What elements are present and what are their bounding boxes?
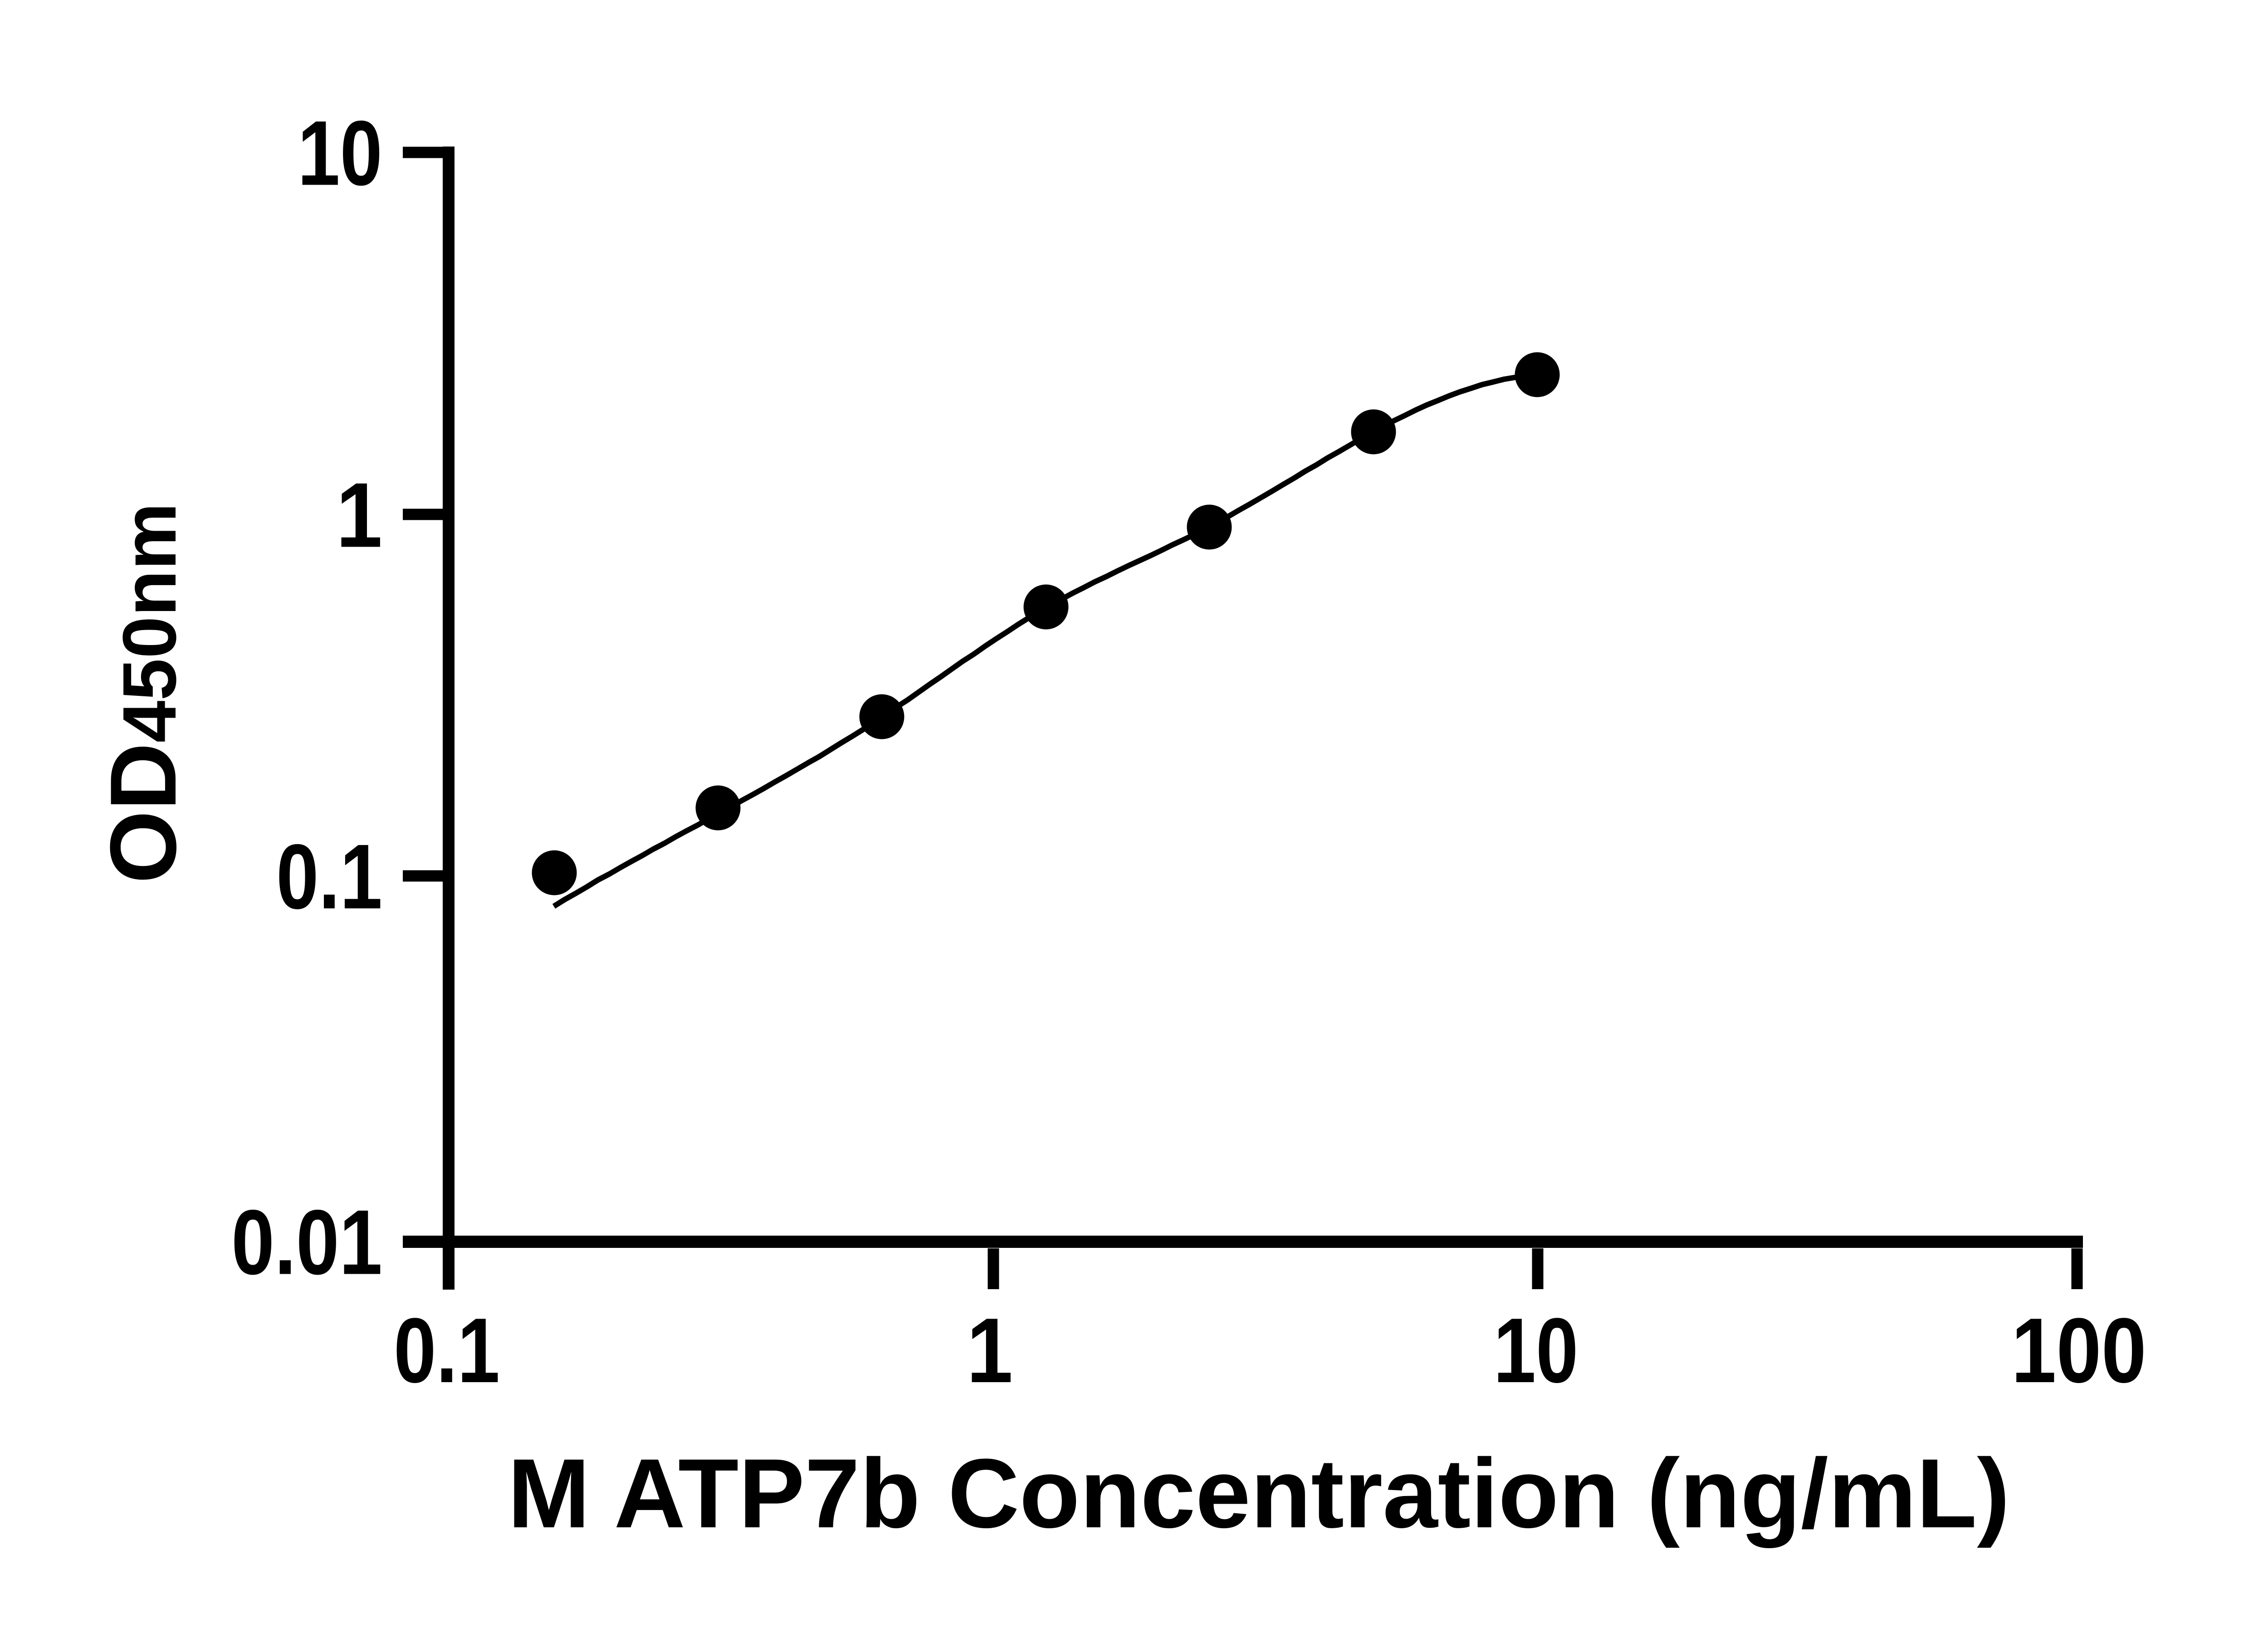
svg-text:0.1: 0.1	[394, 1299, 500, 1402]
svg-text:10: 10	[298, 102, 382, 205]
svg-text:1: 1	[336, 464, 382, 567]
svg-text:OD450nm: OD450nm	[91, 503, 196, 884]
svg-text:0.1: 0.1	[276, 826, 382, 929]
svg-text:M ATP7b Concentration (ng/mL): M ATP7b Concentration (ng/mL)	[508, 1438, 2010, 1548]
svg-text:0.01: 0.01	[231, 1191, 382, 1294]
svg-text:1: 1	[967, 1299, 1013, 1402]
svg-text:100: 100	[2011, 1299, 2146, 1402]
svg-text:10: 10	[1494, 1299, 1579, 1402]
